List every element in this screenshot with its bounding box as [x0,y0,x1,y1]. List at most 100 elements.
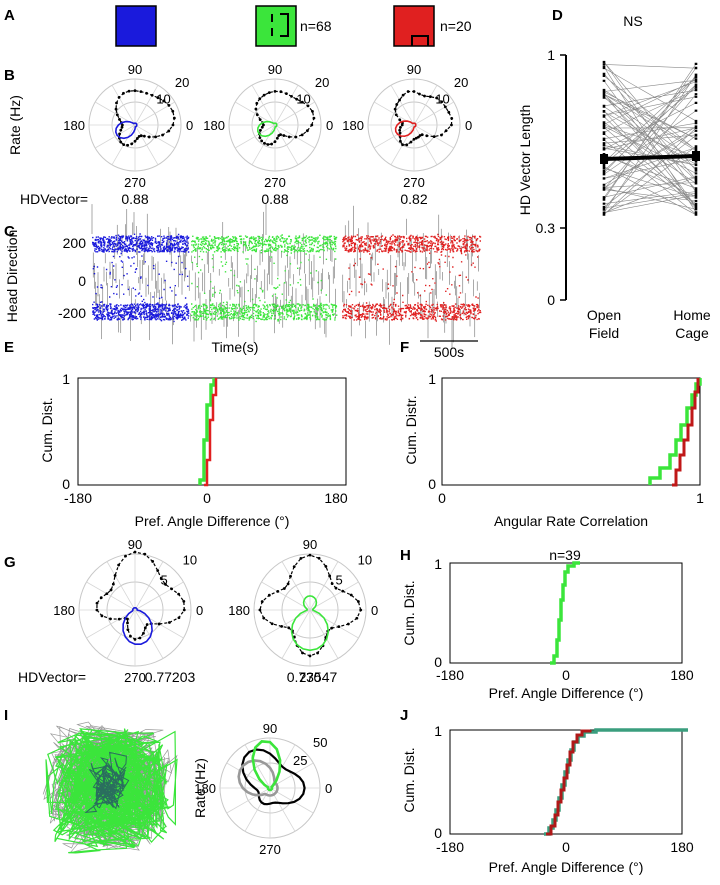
g-hd-vector-value-2: 0.73547 [287,669,338,685]
polar-dot [282,587,286,590]
panel-e-xlabel: Pref. Angle Difference (°) [135,513,290,529]
polar-dot [273,140,277,144]
angle-label-90: 90 [268,62,282,77]
radial-label-outer: 50 [313,735,327,750]
polar-plot-home-cage: 90 180 0 270 20 10 [203,62,333,190]
polar-dot [182,608,186,612]
polar-dot [280,624,284,628]
angle-label-270: 270 [124,175,146,190]
polar-dot [164,583,167,586]
polar-dot [139,90,143,94]
panel-letter-b: B [4,67,15,84]
open-field-blue-square [115,5,157,47]
mean-marker-open-field [600,154,608,164]
polar-dot [292,565,296,569]
panel-letter-e: E [4,339,14,356]
polar-dot [130,142,134,146]
panel-j-xlabel: Pref. Angle Difference (°) [489,859,644,875]
polar-dot [286,582,290,586]
polar-dot [328,574,332,578]
polar-dot [126,628,130,632]
polar-red-trace [394,120,417,138]
angle-label-180: 180 [228,603,250,618]
polar-dot [300,133,304,137]
polar-dot [393,107,397,111]
polar-green-trace [290,595,330,652]
angle-label-270: 270 [403,175,425,190]
polar-dot [425,134,429,138]
polar-dot [444,129,448,133]
polar-plot-open-field: 90 180 0 270 20 10 [63,62,193,190]
panel-d-ylabel: HD Vector Length [517,105,533,216]
polar-dot [287,135,291,139]
polar-dot [395,103,399,106]
polar-dot [310,123,314,127]
panel-c-xlabel: Time(s) [212,339,259,355]
polar-dot [432,135,436,139]
panel-d-ytick-03: 0.3 [536,220,556,236]
polar-dot [100,614,104,618]
polar-dot [301,651,304,655]
polar-dot [420,133,424,137]
polar-dot [398,118,402,122]
panel-j-xtick-minus180: -180 [436,839,464,855]
radial-label-inner: 5 [336,572,343,587]
radial-label-outer: 20 [454,75,468,90]
polar-dot [120,123,124,127]
angle-label-0: 0 [465,118,472,133]
polar-grid-spoke [94,101,176,149]
panel-f-ylabel: Cum. Distr. [403,395,419,464]
polar-dot [133,637,137,641]
angle-label-180: 180 [342,118,364,133]
radial-label-outer: 20 [175,75,189,90]
polar-dot [255,101,259,105]
polar-dot [154,135,158,139]
panel-i: Rate (Hz) 90 180 0 270 50 25 [42,721,332,857]
polar-dot [262,616,266,620]
polar-dot [172,116,176,120]
polar-dot [143,626,147,630]
polar-dot [401,93,405,97]
n-red-label: n=20 [440,18,472,34]
panel-f-xtick-1: 1 [696,490,704,506]
polar-dot [126,143,130,147]
polar-dot [270,142,274,146]
polar-dot [428,95,432,99]
trajectory-teal-center [84,751,130,814]
panel-e-ylabel: Cum. Dist. [39,397,55,462]
angle-label-270: 270 [259,842,281,857]
polar-dot [258,608,262,612]
polar-dot [447,110,451,114]
polar-dot [150,93,154,97]
radial-label-inner: 10 [156,92,170,107]
polar-dot [157,622,161,626]
polar-dot [412,90,416,93]
panel-h-xtick-180: 180 [670,667,694,683]
polar-dot [109,617,112,621]
polar-black-trace [241,748,306,806]
polar-dot [133,139,137,143]
polar-dot [260,125,264,129]
angle-label-90: 90 [128,62,142,77]
polar-dot [282,134,286,137]
radial-label-outer: 10 [358,552,372,567]
paired-cell-dots [602,60,698,216]
polar-dot [142,631,145,635]
polar-dot [355,616,359,620]
radial-label-outer: 20 [315,75,329,90]
polar-dot [105,592,109,596]
polar-dot [182,599,186,603]
polar-dot [398,98,401,102]
polar-dot [138,636,142,640]
polar-dot [258,118,262,122]
n-green-label: n=68 [300,18,332,34]
polar-dot [95,601,99,605]
panel-c-ytick-minus200: -200 [58,305,86,321]
polar-dot [168,621,171,624]
panel-e: Cum. Dist. 1 0 -180 0 180 Pref. Angle Di… [39,371,348,529]
polar-dot [317,556,321,560]
polar-grid-spoke [373,101,455,149]
polar-grid-spoke [234,101,316,149]
mean-marker-home-cage [692,151,700,161]
polar-dot [122,143,126,146]
